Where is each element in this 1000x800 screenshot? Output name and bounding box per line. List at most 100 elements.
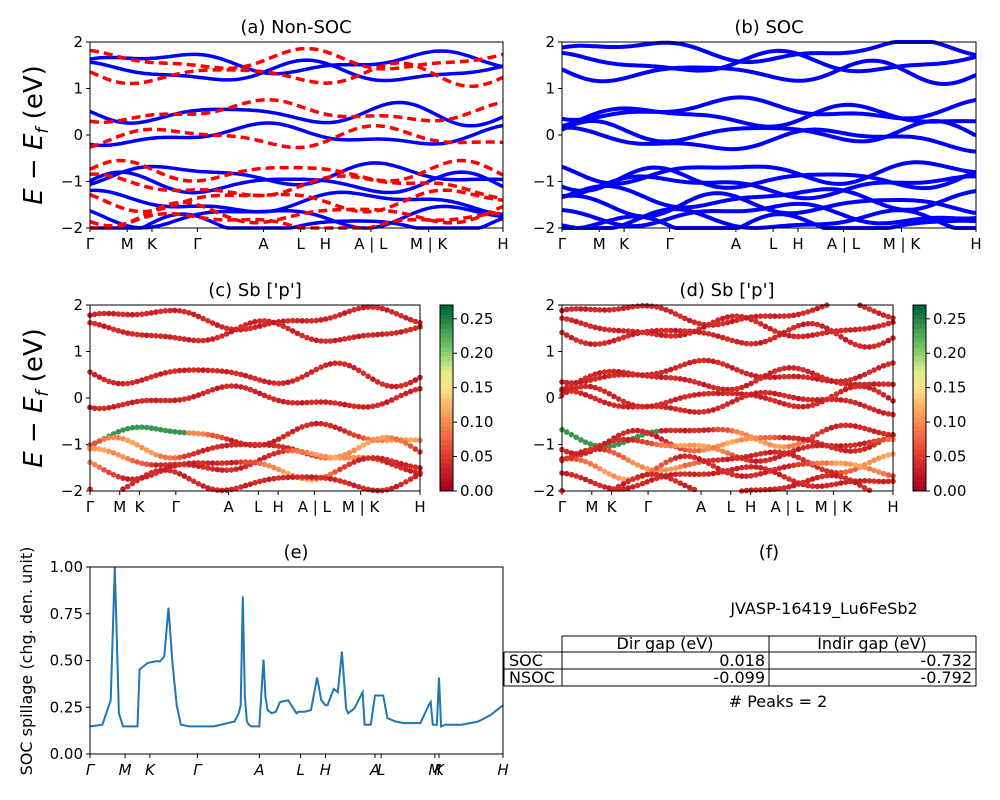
data-point [781, 474, 787, 480]
x-tick-label: Γ [86, 235, 95, 253]
x-tick-label: Γ [86, 761, 96, 779]
data-point [582, 306, 589, 312]
data-point [606, 448, 613, 454]
data-point [587, 306, 594, 313]
data-point [861, 383, 868, 390]
data-point [663, 374, 669, 381]
data-point [800, 333, 806, 340]
data-point [120, 380, 126, 387]
data-point [162, 370, 169, 376]
data-point [861, 440, 868, 447]
data-point [139, 311, 145, 318]
data-point [790, 312, 797, 319]
data-point [677, 376, 683, 382]
data-point [322, 475, 329, 481]
data-point [644, 465, 650, 472]
data-point [346, 402, 353, 409]
data-point [842, 327, 849, 334]
data-point [115, 434, 122, 441]
data-point [176, 471, 183, 477]
band-line [89, 61, 504, 89]
data-point [757, 435, 764, 441]
panel-e-title: (e) [283, 542, 308, 563]
data-point [696, 320, 702, 327]
x-tick-label: M [119, 761, 132, 779]
data-point [715, 385, 721, 392]
data-point [847, 448, 854, 454]
data-point [304, 318, 310, 324]
colorbar-tick-label: 0.25 [933, 310, 966, 328]
data-point [710, 426, 717, 433]
data-point [412, 377, 419, 383]
data-point [838, 443, 844, 449]
data-point [649, 373, 655, 380]
data-point [407, 468, 414, 474]
colorbar-segment [440, 360, 453, 366]
data-point [805, 460, 811, 467]
x-tick-label: M | K [342, 498, 381, 516]
data-point [214, 368, 221, 374]
data-point [379, 331, 386, 338]
data-point [592, 395, 598, 402]
data-point [819, 466, 825, 473]
data-point [729, 337, 735, 344]
data-point [809, 397, 816, 403]
data-point [653, 465, 660, 472]
colorbar-tick-label: 0.20 [933, 344, 966, 362]
data-point [668, 308, 674, 315]
data-point [715, 321, 721, 328]
data-point [729, 399, 735, 405]
data-point [205, 465, 211, 471]
data-point [781, 365, 787, 372]
colorbar-segment [913, 453, 926, 459]
data-point [620, 436, 627, 443]
data-point [790, 324, 797, 331]
data-point [625, 370, 631, 376]
data-point [134, 398, 140, 405]
data-point [682, 427, 688, 434]
data-point [308, 421, 315, 427]
x-tick-label: H [970, 235, 981, 253]
data-point [153, 426, 159, 432]
data-point [597, 386, 603, 393]
data-point [715, 405, 721, 412]
data-point [186, 395, 192, 401]
data-point [620, 403, 627, 410]
data-point [861, 485, 868, 491]
data-point [724, 440, 731, 447]
data-point [615, 403, 622, 409]
data-point [880, 478, 887, 485]
data-point [866, 344, 873, 350]
panel-e: (e) SOC spillage (chg. den. unit) 0.000.… [17, 542, 509, 779]
data-point [322, 362, 329, 369]
data-point [299, 474, 305, 480]
x-tick-label: H [320, 235, 331, 253]
y-tick-label: 0 [73, 126, 83, 144]
data-point [786, 393, 792, 400]
data-point [91, 445, 98, 452]
data-point [313, 399, 320, 405]
data-point [871, 386, 877, 393]
data-point [653, 327, 660, 334]
data-point [658, 305, 665, 312]
data-point [252, 318, 258, 325]
data-point [658, 403, 665, 410]
data-point [776, 453, 783, 460]
data-point [242, 482, 249, 489]
data-point [724, 336, 731, 342]
x-tick-label: A [696, 498, 707, 516]
data-point [729, 439, 735, 445]
data-point [181, 461, 188, 467]
data-point [734, 465, 740, 472]
data-point [724, 467, 731, 474]
data-point [790, 403, 797, 409]
data-point [724, 390, 731, 397]
data-point [280, 380, 287, 386]
data-point [852, 462, 858, 468]
data-point [639, 329, 646, 336]
data-point [346, 308, 353, 315]
data-point [658, 374, 665, 381]
colorbar-segment [913, 421, 926, 427]
data-point [795, 311, 802, 318]
data-point [790, 442, 797, 449]
